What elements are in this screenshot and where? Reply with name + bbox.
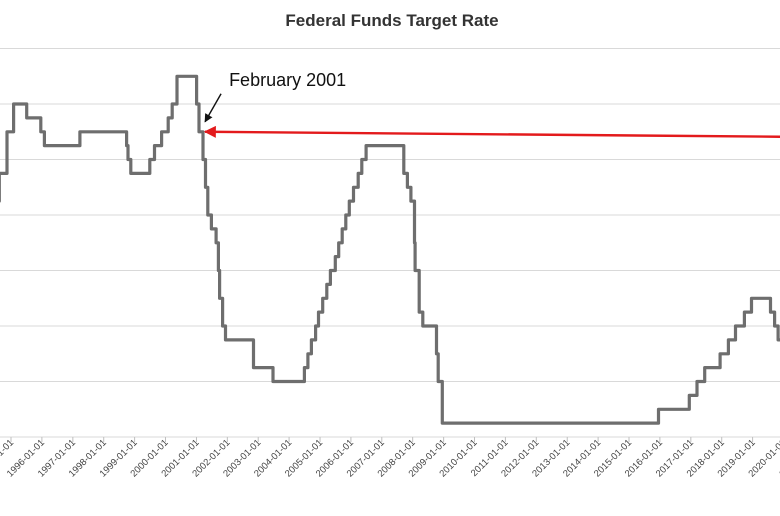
annotation-label: February 2001 xyxy=(229,70,346,90)
series-line xyxy=(0,74,780,425)
x-axis: 1995-01-011996-01-011997-01-011998-01-01… xyxy=(0,437,780,479)
reference-arrow xyxy=(203,125,780,138)
gridlines xyxy=(0,48,780,438)
annotations: February 2001 xyxy=(203,70,780,138)
plot-area xyxy=(0,74,780,425)
annotation-arrow xyxy=(204,93,222,123)
chart-title: Federal Funds Target Rate xyxy=(285,11,498,30)
